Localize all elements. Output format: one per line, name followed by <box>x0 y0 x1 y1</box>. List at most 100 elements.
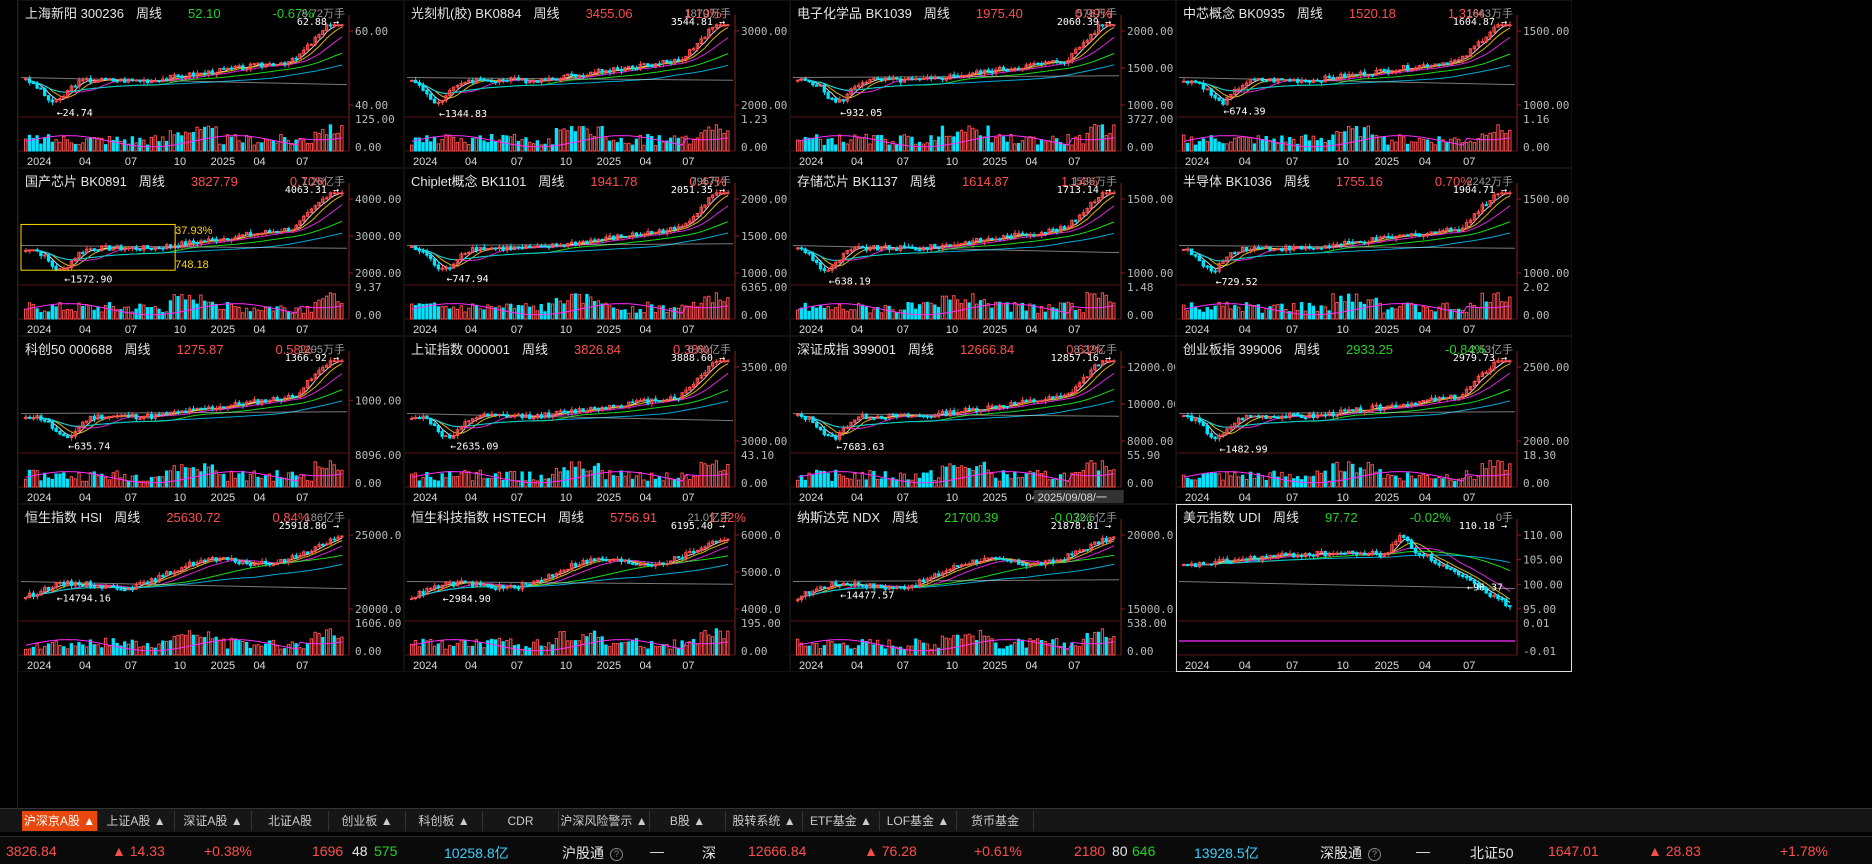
chart-panel[interactable]: 12857.16 → ←7683.63 12000.00 10000.00 8000.0… <box>790 336 1176 504</box>
market-tab[interactable]: B股 ▲ <box>650 811 726 831</box>
candle <box>860 584 865 587</box>
kline-chart[interactable]: 4063.31 →←1572.9037.93%748.184000.003000… <box>19 169 404 336</box>
market-tab[interactable]: 沪深京A股 ▲ <box>22 811 98 831</box>
candle <box>233 557 237 563</box>
kline-chart[interactable]: 1713.14 →←638.191500.001000.001.480.0020… <box>791 169 1176 336</box>
hgt-label[interactable]: 沪股通? <box>562 843 623 863</box>
candle <box>432 98 437 104</box>
volume-bar <box>1409 475 1414 488</box>
market-tab[interactable]: 北证A股 <box>252 811 329 831</box>
kline-chart[interactable]: 12857.16 →←7683.6312000.0010000.008000.0… <box>791 337 1176 504</box>
chart-panel[interactable]: 110.18 → ←96.37 110.00 105.00 100.00 95.00 0.0… <box>1176 504 1572 672</box>
volume-bar <box>577 126 581 152</box>
kline-chart[interactable]: 2051.35 →←747.942000.001500.001000.00636… <box>405 169 790 336</box>
volume-bar <box>642 479 646 488</box>
kline-chart[interactable]: 6195.40 →←2984.906000.05000.04000.0195.0… <box>405 505 790 672</box>
volume-bar <box>43 137 47 152</box>
volume-bar <box>260 142 264 152</box>
kline-chart[interactable]: 1904.71 →←729.521500.001000.002.020.0020… <box>1177 169 1572 336</box>
help-icon[interactable]: ? <box>1368 848 1381 861</box>
candle <box>184 76 188 79</box>
volume-bar <box>925 643 929 656</box>
chart-panel[interactable]: 4063.31 → ←1572.90 37.93% 748.18 4000.00 3000… <box>18 168 404 336</box>
chart-panel[interactable]: 6195.40 → ←2984.90 6000.0 5000.0 4000.0 195.0… <box>404 504 790 672</box>
kline-chart[interactable]: 1604.87 →←674.391500.001000.001.160.0020… <box>1177 1 1572 168</box>
market-tab[interactable]: 上证A股 ▲ <box>98 811 175 831</box>
candle <box>229 404 234 407</box>
y-tick-label: 6000.0 <box>741 529 781 542</box>
panel-title: 上海新阳 300236 周线 52.10 -0.67% <box>25 3 326 21</box>
chart-panel[interactable]: 2979.73 → ←1482.99 2500.00 2000.00 18.30 0.00… <box>1176 336 1572 504</box>
sz-index-percent: +0.61% <box>974 843 1022 859</box>
volume-bar <box>1217 301 1221 320</box>
candle <box>425 415 429 419</box>
candle <box>332 24 336 27</box>
chart-panel[interactable]: 3544.81 → ←1344.83 3000.00 2000.00 1.23 0.00 2… <box>404 0 790 168</box>
candle <box>1260 415 1264 418</box>
candle <box>218 67 222 75</box>
market-tab[interactable]: 股转系统 ▲ <box>726 811 803 831</box>
kline-chart[interactable]: 2979.73 →←1482.992500.002000.0018.300.00… <box>1177 337 1572 504</box>
chart-panel[interactable]: 1904.71 → ←729.52 1500.00 1000.00 2.02 0.00 20… <box>1176 168 1572 336</box>
candle <box>130 413 134 418</box>
chart-panel[interactable]: 1604.87 → ←674.39 1500.00 1000.00 1.16 0.00 20… <box>1176 0 1572 168</box>
candle <box>279 231 283 234</box>
kline-chart[interactable]: 3888.60 →←2635.093500.003000.0043.100.00… <box>405 337 790 504</box>
chart-panel[interactable]: 1713.14 → ←638.19 1500.00 1000.00 1.48 0.00 20… <box>790 168 1176 336</box>
volume-bar <box>283 137 287 152</box>
kline-chart[interactable]: 21878.81 →←14477.5720000.015000.0538.000… <box>791 505 1176 672</box>
x-axis-label: 2024 <box>1185 492 1209 504</box>
chart-panel[interactable]: 25918.86 → ←14794.16 25000.0 20000.0 1606.00… <box>18 504 404 672</box>
candle <box>332 192 336 195</box>
kline-chart[interactable]: 110.18 →←96.37110.00105.00100.0095.000.0… <box>1177 505 1572 672</box>
candle <box>672 58 677 64</box>
candle <box>917 579 922 587</box>
volume-bar <box>1268 472 1272 488</box>
volume-bar <box>470 645 475 656</box>
kline-chart[interactable]: 2060.39 →←932.052000.001500.001000.00372… <box>791 1 1176 168</box>
chart-panel[interactable]: 2060.39 → ←932.05 2000.00 1500.00 1000.00 372… <box>790 0 1176 168</box>
market-tab[interactable]: 科创板 ▲ <box>406 811 483 831</box>
volume-bar <box>834 643 838 656</box>
candle <box>1213 270 1217 273</box>
kline-chart[interactable]: 25918.86 →←14794.1625000.020000.01606.00… <box>19 505 404 672</box>
help-icon[interactable]: ? <box>610 848 623 861</box>
candle <box>619 234 623 237</box>
market-tab[interactable]: CDR <box>483 811 559 831</box>
market-tab[interactable]: 深证A股 ▲ <box>175 811 252 831</box>
volume-bar <box>691 138 696 152</box>
market-tab[interactable]: 沪深风险警示 ▲ <box>559 811 650 831</box>
chart-panel[interactable]: 3888.60 → ←2635.09 3500.00 3000.00 43.10 0.00… <box>404 336 790 504</box>
candle <box>69 580 74 587</box>
panel-period: 周线 <box>1296 6 1323 21</box>
candle <box>661 229 665 234</box>
candle <box>321 29 325 36</box>
candle <box>906 413 910 418</box>
panel-volume: 6.60亿手 <box>687 344 731 356</box>
candle <box>1303 246 1308 250</box>
volume-bar <box>1112 636 1116 656</box>
candle <box>145 413 150 418</box>
candle <box>271 397 275 402</box>
market-tab[interactable]: ETF基金 ▲ <box>803 811 880 831</box>
candle <box>891 77 895 80</box>
candle <box>898 78 903 83</box>
kline-chart[interactable]: 3544.81 →←1344.833000.002000.001.230.002… <box>405 1 790 168</box>
market-tab[interactable]: 创业板 ▲ <box>329 811 406 831</box>
candle <box>803 416 807 420</box>
y-tick-label: 4000.0 <box>741 603 781 616</box>
volume-bar <box>646 301 650 320</box>
market-tab[interactable]: LOF基金 ▲ <box>880 811 957 831</box>
volume-bar <box>1032 136 1036 152</box>
chart-panel[interactable]: 2051.35 → ←747.94 2000.00 1500.00 1000.00 636… <box>404 168 790 336</box>
chart-panel[interactable]: 21878.81 → ←14477.57 20000.0 15000.0 538.00 0… <box>790 504 1176 672</box>
x-axis-label: 2025 <box>983 660 1007 672</box>
volume-bar <box>971 470 975 488</box>
chart-panel[interactable]: 62.88 → ←24.74 60.00 40.00 125.00 0.00 2024 04 0… <box>18 0 404 168</box>
chart-panel[interactable]: 1366.92 → ←635.74 1000.00 8096.00 0.00 2024 04… <box>18 336 404 504</box>
candle <box>948 568 952 572</box>
sgt-label[interactable]: 深股通? <box>1320 843 1381 863</box>
market-tab[interactable]: 货币基金 <box>957 811 1034 831</box>
